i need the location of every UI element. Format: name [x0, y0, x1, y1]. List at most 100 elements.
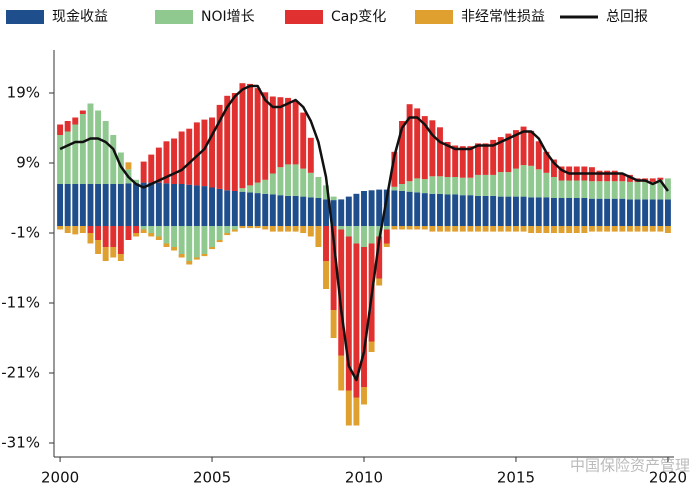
bar: [550, 177, 557, 198]
bar: [429, 176, 436, 194]
bar: [376, 226, 383, 237]
bar: [558, 198, 565, 226]
bar: [376, 278, 383, 286]
bar: [155, 147, 162, 183]
bar: [353, 193, 360, 226]
bar: [239, 188, 246, 192]
bar: [406, 226, 413, 230]
bar: [72, 226, 79, 235]
bar: [657, 199, 664, 226]
bar: [429, 193, 436, 226]
bar: [307, 197, 314, 226]
bar: [277, 195, 284, 226]
bar: [57, 184, 64, 226]
bar: [581, 226, 588, 233]
bar: [634, 181, 641, 200]
bar: [285, 226, 291, 232]
bar: [459, 195, 466, 226]
bar: [338, 355, 345, 391]
bar: [573, 180, 580, 198]
bar: [642, 181, 649, 200]
bar: [323, 261, 329, 289]
bar: [102, 226, 109, 247]
bar: [239, 83, 246, 189]
bar: [596, 226, 603, 232]
bar: [353, 243, 360, 398]
bar: [224, 190, 231, 226]
bar: [497, 137, 504, 173]
bar: [155, 182, 162, 226]
bar: [79, 110, 86, 114]
bar: [467, 195, 474, 226]
bar: [421, 193, 428, 226]
bar: [497, 172, 504, 197]
bar: [588, 198, 595, 226]
y-tick-label: 9%: [16, 154, 40, 172]
bar: [163, 141, 170, 184]
bar: [391, 190, 398, 226]
bar: [155, 236, 162, 240]
bar: [95, 110, 102, 184]
bar: [193, 257, 200, 260]
bar: [368, 226, 375, 244]
bar: [444, 226, 451, 232]
bar: [482, 195, 489, 226]
bar: [611, 170, 618, 182]
bar: [573, 198, 580, 226]
bar: [216, 240, 223, 243]
bar: [231, 229, 238, 232]
legend-swatch: [155, 10, 193, 24]
x-tick-label: 2020: [649, 469, 687, 487]
bar: [323, 185, 329, 200]
bar: [482, 143, 489, 175]
bar: [414, 178, 421, 193]
total-line: [59, 84, 669, 382]
bar: [148, 182, 155, 226]
bar: [558, 166, 565, 181]
bar: [79, 184, 86, 226]
bar: [528, 130, 535, 166]
bar: [133, 226, 140, 233]
bar: [117, 254, 124, 261]
bar: [178, 131, 185, 184]
bar: [193, 185, 200, 226]
bar: [262, 92, 269, 180]
bar: [399, 191, 405, 226]
bar: [391, 151, 398, 187]
bar: [87, 184, 94, 226]
bar: [307, 137, 314, 173]
bar: [247, 226, 253, 229]
bar: [475, 143, 481, 175]
bar: [444, 177, 451, 195]
bar: [535, 226, 542, 233]
bar: [467, 226, 474, 232]
bar: [247, 83, 253, 186]
bar: [604, 170, 611, 182]
bar: [231, 191, 238, 226]
bar: [353, 397, 360, 426]
bar: [216, 226, 223, 240]
bar: [216, 188, 223, 226]
bar: [459, 146, 466, 178]
legend-label: NOI增长: [201, 9, 255, 25]
bar: [490, 139, 497, 175]
x-tick-label: 2005: [193, 469, 231, 487]
legend-swatch: [415, 10, 453, 24]
bar: [315, 177, 322, 198]
bar: [543, 151, 550, 173]
bar: [383, 189, 390, 226]
bar: [285, 97, 291, 165]
bar: [649, 226, 656, 232]
bar: [163, 183, 170, 226]
bar: [72, 184, 79, 226]
bar: [224, 226, 231, 233]
bar: [171, 247, 178, 251]
bar: [254, 88, 261, 183]
bar: [209, 117, 216, 188]
bar: [437, 176, 443, 194]
bar: [490, 195, 497, 226]
bar: [619, 181, 626, 199]
bar: [459, 177, 466, 196]
bar: [254, 193, 261, 226]
bar: [307, 226, 314, 237]
